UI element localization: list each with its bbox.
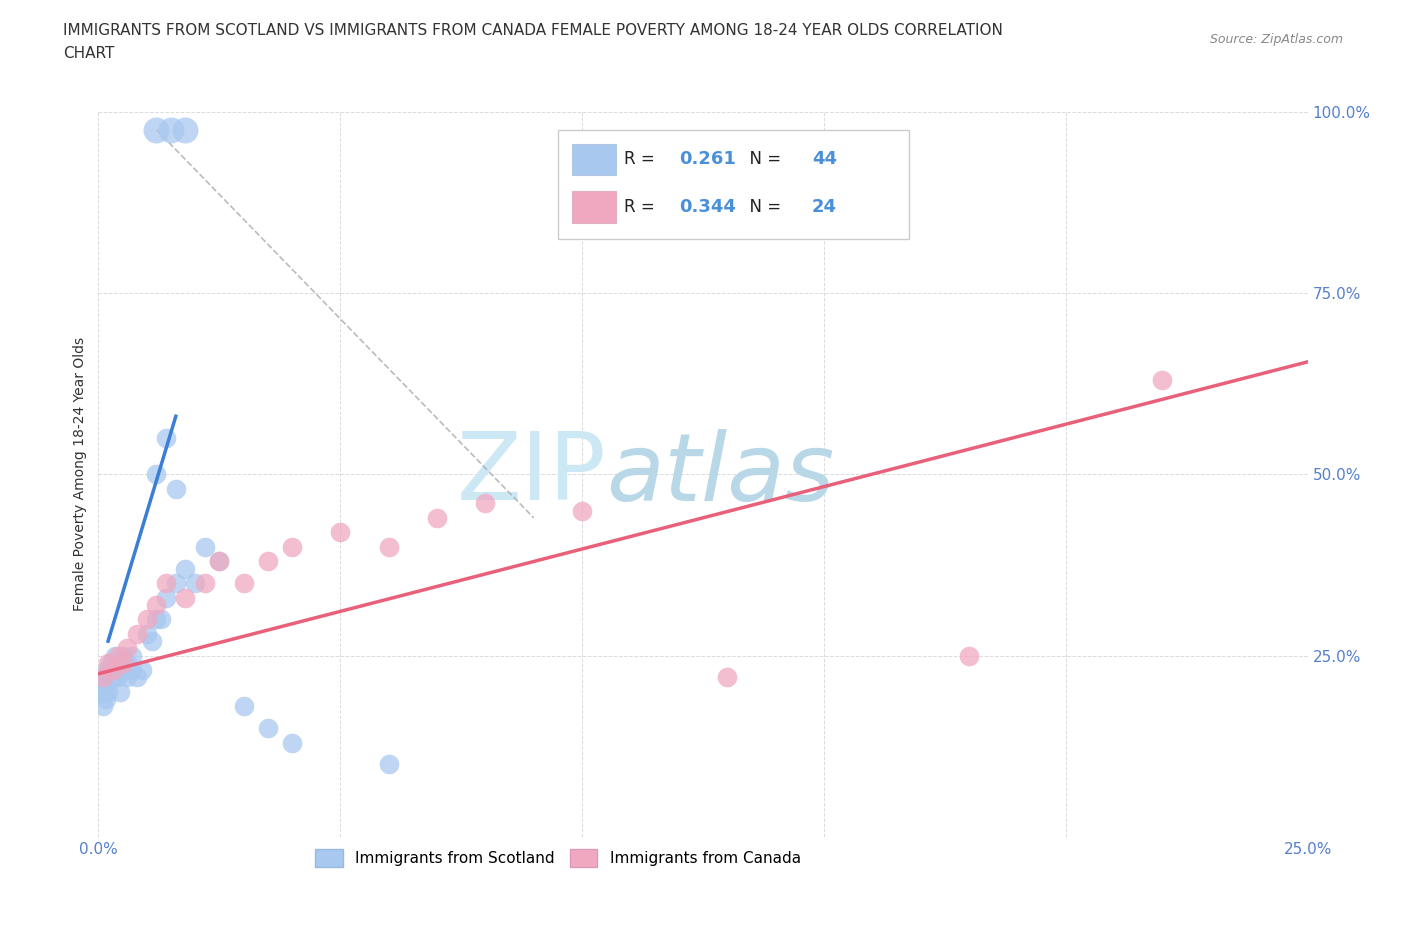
Point	[117, 656, 139, 671]
Point	[281, 539, 304, 554]
Point	[107, 670, 129, 684]
Point	[107, 656, 129, 671]
FancyBboxPatch shape	[558, 130, 908, 239]
Point	[127, 670, 149, 684]
Point	[135, 627, 157, 642]
Point	[165, 482, 187, 497]
Point	[121, 648, 143, 663]
Point	[174, 591, 197, 605]
Point	[111, 648, 134, 663]
Point	[150, 612, 173, 627]
Point	[121, 663, 143, 678]
Point	[194, 576, 217, 591]
Point	[145, 467, 167, 482]
Text: Source: ZipAtlas.com: Source: ZipAtlas.com	[1209, 33, 1343, 46]
Point	[91, 684, 114, 699]
Point	[91, 670, 114, 684]
Point	[108, 684, 131, 699]
Legend: Immigrants from Scotland, Immigrants from Canada: Immigrants from Scotland, Immigrants fro…	[309, 843, 807, 873]
Point	[96, 677, 118, 692]
Text: CHART: CHART	[63, 46, 115, 61]
Text: atlas: atlas	[606, 429, 835, 520]
Point	[107, 648, 129, 663]
FancyBboxPatch shape	[572, 191, 616, 222]
Point	[131, 663, 153, 678]
Point	[97, 656, 120, 671]
Point	[155, 591, 177, 605]
Point	[94, 692, 117, 707]
Point	[208, 554, 231, 569]
Point	[281, 736, 304, 751]
Text: IMMIGRANTS FROM SCOTLAND VS IMMIGRANTS FROM CANADA FEMALE POVERTY AMONG 18-24 YE: IMMIGRANTS FROM SCOTLAND VS IMMIGRANTS F…	[63, 23, 1002, 38]
Point	[101, 663, 124, 678]
Text: 24: 24	[811, 198, 837, 217]
Point	[474, 496, 496, 511]
Point	[329, 525, 352, 539]
Text: ZIP: ZIP	[457, 429, 606, 520]
Y-axis label: Female Poverty Among 18-24 Year Olds: Female Poverty Among 18-24 Year Olds	[73, 338, 87, 611]
Point	[101, 656, 124, 671]
Point	[232, 699, 254, 714]
Point	[145, 123, 167, 138]
Point	[117, 670, 139, 684]
Text: 44: 44	[811, 151, 837, 168]
Point	[1152, 373, 1174, 388]
Point	[571, 503, 593, 518]
Point	[111, 656, 134, 671]
Point	[716, 670, 738, 684]
Point	[91, 699, 114, 714]
Point	[174, 561, 197, 576]
Point	[160, 123, 183, 138]
Point	[256, 721, 278, 736]
Text: 0.344: 0.344	[679, 198, 735, 217]
Point	[93, 684, 115, 699]
Point	[145, 597, 167, 612]
Point	[96, 663, 118, 678]
Point	[165, 576, 187, 591]
Text: R =: R =	[624, 198, 661, 217]
Point	[184, 576, 207, 591]
Point	[194, 539, 217, 554]
Point	[232, 576, 254, 591]
Point	[127, 627, 149, 642]
Text: 0.261: 0.261	[679, 151, 735, 168]
Point	[91, 670, 114, 684]
Point	[957, 648, 980, 663]
Point	[97, 684, 120, 699]
Point	[155, 431, 177, 445]
Point	[135, 612, 157, 627]
Point	[103, 663, 125, 678]
Point	[101, 670, 124, 684]
Point	[426, 511, 449, 525]
FancyBboxPatch shape	[572, 143, 616, 176]
Point	[256, 554, 278, 569]
Point	[117, 641, 139, 656]
Point	[208, 554, 231, 569]
Text: R =: R =	[624, 151, 661, 168]
Point	[174, 123, 197, 138]
Text: N =: N =	[740, 198, 786, 217]
Point	[145, 612, 167, 627]
Point	[155, 576, 177, 591]
Point	[104, 648, 127, 663]
Point	[93, 670, 115, 684]
Point	[377, 757, 399, 772]
Text: N =: N =	[740, 151, 786, 168]
Point	[91, 684, 114, 699]
Point	[111, 663, 134, 678]
Point	[100, 656, 122, 671]
Point	[98, 670, 121, 684]
Point	[141, 633, 163, 648]
Point	[377, 539, 399, 554]
